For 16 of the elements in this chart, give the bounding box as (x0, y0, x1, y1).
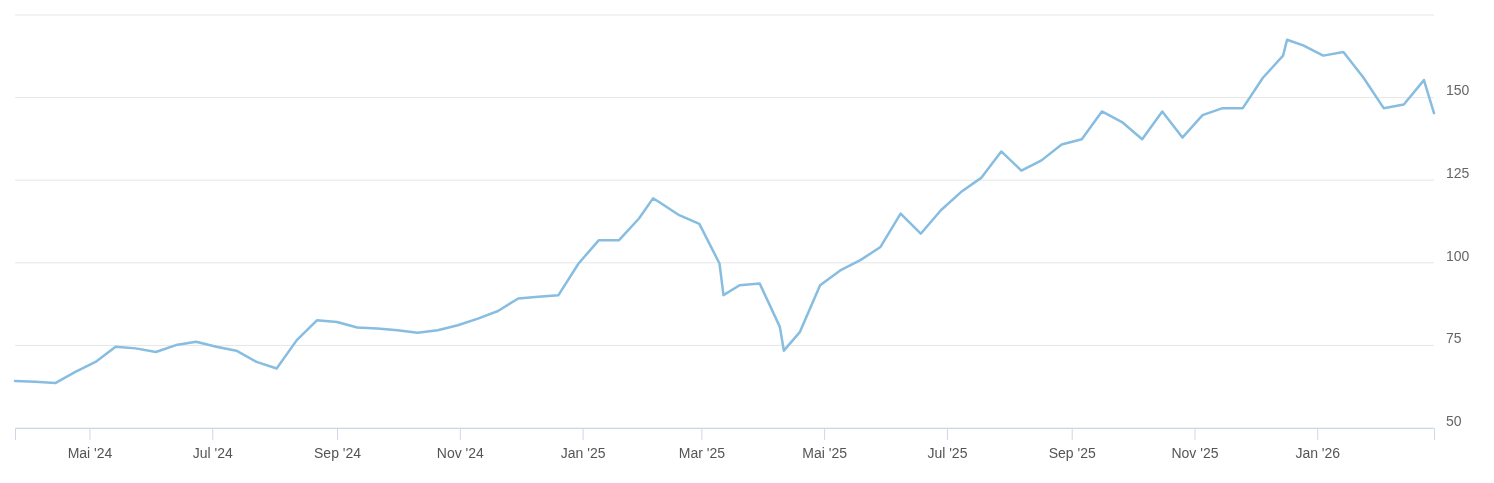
x-tick-label: Mai '24 (67, 444, 113, 461)
x-tick-label: Nov '24 (436, 444, 485, 461)
y-tick-label: 150 (1446, 82, 1470, 99)
x-tick-label: Jul '24 (192, 444, 233, 461)
x-tick-label: Jan '26 (1295, 444, 1341, 461)
x-tick-label: Mai '25 (802, 444, 848, 461)
x-tick-label: Mar '25 (678, 444, 726, 461)
x-tick-label: Nov '25 (1171, 444, 1219, 461)
x-tick-label: Sep '24 (314, 444, 362, 461)
y-tick-label: 50 (1446, 412, 1462, 429)
x-tick-label: Jan '25 (560, 444, 606, 461)
x-tick-label: Jul '25 (927, 444, 968, 461)
x-tick-label: Sep '25 (1048, 444, 1096, 461)
y-tick-label: 125 (1446, 164, 1470, 181)
y-tick-label: 75 (1446, 330, 1462, 347)
y-tick-label: 100 (1446, 247, 1470, 264)
